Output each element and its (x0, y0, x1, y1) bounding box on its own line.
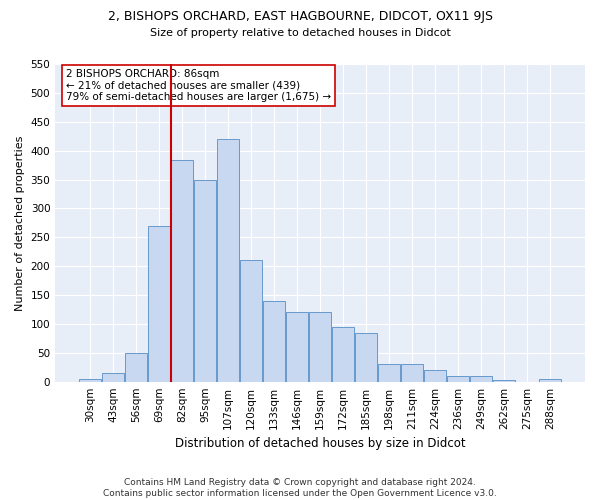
Bar (539, 379, 561, 382)
Text: Size of property relative to detached houses in Didcot: Size of property relative to detached ho… (149, 28, 451, 38)
Bar (470, 376, 492, 382)
Bar (125, 353, 147, 382)
Bar (286, 312, 308, 382)
Bar (217, 139, 239, 382)
Bar (263, 301, 285, 382)
Bar (171, 160, 193, 382)
Bar (240, 260, 262, 382)
Bar (194, 180, 216, 382)
Bar (332, 327, 354, 382)
Y-axis label: Number of detached properties: Number of detached properties (15, 135, 25, 310)
Bar (79, 379, 101, 382)
Text: 2, BISHOPS ORCHARD, EAST HAGBOURNE, DIDCOT, OX11 9JS: 2, BISHOPS ORCHARD, EAST HAGBOURNE, DIDC… (107, 10, 493, 23)
Text: 2 BISHOPS ORCHARD: 86sqm
← 21% of detached houses are smaller (439)
79% of semi-: 2 BISHOPS ORCHARD: 86sqm ← 21% of detach… (66, 69, 331, 102)
Bar (309, 312, 331, 382)
Bar (102, 373, 124, 382)
Bar (355, 332, 377, 382)
Bar (493, 380, 515, 382)
Bar (401, 364, 423, 382)
Bar (424, 370, 446, 382)
Bar (447, 376, 469, 382)
Bar (378, 364, 400, 382)
Text: Contains HM Land Registry data © Crown copyright and database right 2024.
Contai: Contains HM Land Registry data © Crown c… (103, 478, 497, 498)
Bar (148, 226, 170, 382)
X-axis label: Distribution of detached houses by size in Didcot: Distribution of detached houses by size … (175, 437, 466, 450)
